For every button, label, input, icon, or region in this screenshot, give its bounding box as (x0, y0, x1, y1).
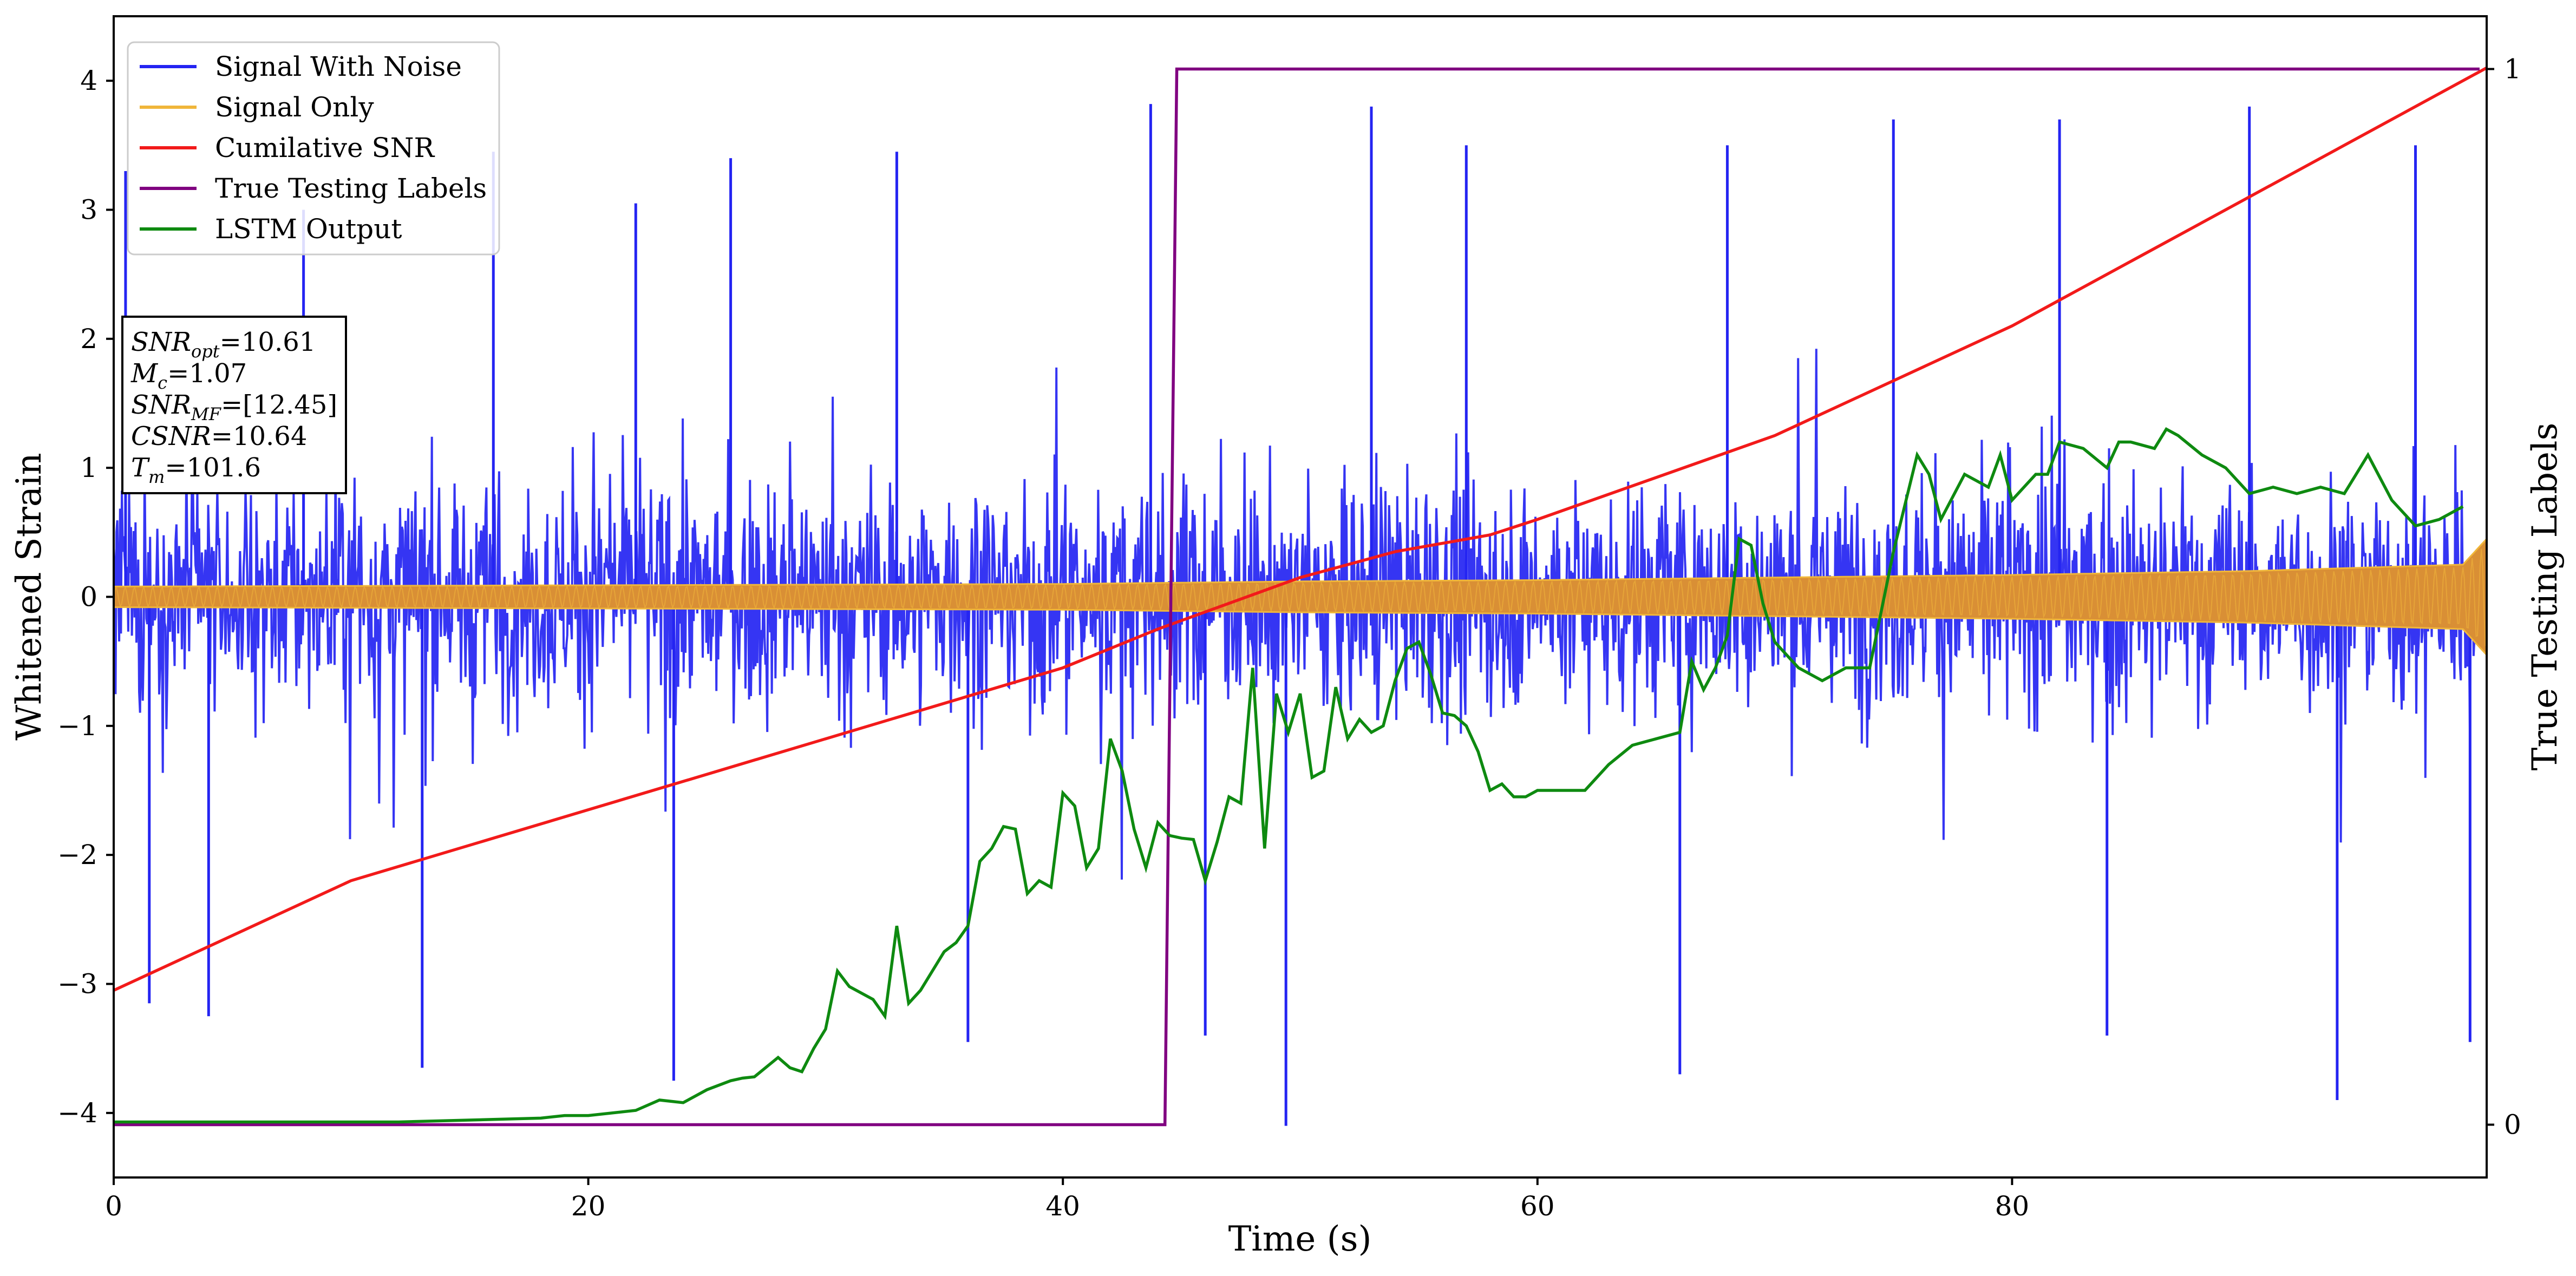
y2-axis-ticks: 01 (2487, 54, 2521, 1141)
y-tick-label: −4 (57, 1097, 97, 1129)
x-tick-label: 60 (1520, 1190, 1555, 1222)
x-tick-label: 40 (1045, 1190, 1080, 1222)
signal-only-trace (113, 548, 2487, 647)
x-axis-ticks: 0 20 40 60 80 (105, 1177, 2029, 1222)
y-tick-label: 1 (80, 452, 97, 483)
x-tick-label: 20 (571, 1190, 606, 1222)
x-tick-label: 0 (105, 1190, 122, 1222)
legend: Signal With Noise Signal Only Cumilative S… (127, 41, 500, 256)
metrics-box (121, 316, 347, 494)
true-testing-labels-line (114, 67, 2480, 1127)
metrics-line: SNRopt=10.61 (131, 327, 316, 362)
y2-axis-label: True Testing Labels (2525, 423, 2565, 771)
legend-label: Signal With Noise (215, 51, 462, 82)
y-tick-label: −3 (57, 969, 97, 1000)
cumulative-snr-line (113, 66, 2488, 992)
x-tick-label: 80 (1995, 1190, 2030, 1222)
y-tick-label: 4 (80, 65, 97, 96)
metrics-line: Mc=1.07 (130, 358, 247, 393)
y2-tick-label: 1 (2504, 54, 2521, 85)
signal-with-noise-series (113, 104, 2479, 1126)
legend-label: LSTM Output (215, 213, 402, 245)
y-tick-label: −1 (57, 710, 97, 742)
legend-label: True Testing Labels (215, 173, 487, 204)
metrics-line: SNRMF=[12.45] (131, 390, 337, 424)
y-axis-label: Whitened Strain (9, 453, 49, 740)
y-tick-label: 0 (80, 581, 97, 613)
x-axis-label: Time (s) (1228, 1219, 1372, 1259)
lstm-output-line (114, 427, 2464, 1124)
metrics-line: CSNR=10.64 (131, 421, 307, 451)
metrics-annotation-box: SNRopt=10.61Mc=1.07SNRMF=[12.45]CSNR=10.… (121, 316, 347, 494)
y-tick-label: 2 (80, 323, 97, 355)
y-tick-label: 3 (80, 194, 97, 226)
y-tick-label: −2 (57, 839, 97, 871)
legend-box (127, 41, 500, 256)
legend-label: Cumilative SNR (215, 132, 435, 163)
y2-tick-label: 0 (2504, 1109, 2521, 1141)
signal-with-noise-trace (113, 349, 2479, 880)
legend-label: Signal Only (215, 91, 374, 123)
metrics-line: Tm=101.6 (131, 453, 261, 487)
y-axis-ticks: −4 −3 −2 −1 0 1 2 3 4 (57, 65, 114, 1129)
